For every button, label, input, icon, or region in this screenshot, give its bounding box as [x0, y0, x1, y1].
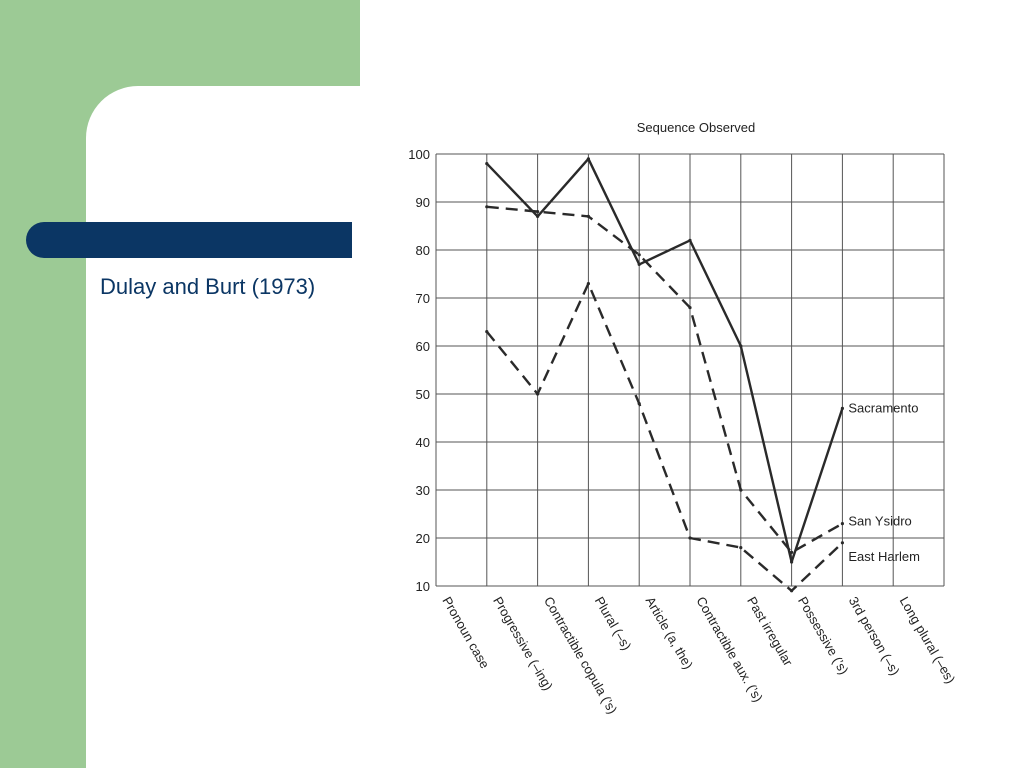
data-point [485, 330, 489, 334]
y-tick-label: 40 [416, 435, 430, 450]
series-labels: Sacramento San Ysidro East Harlem [848, 400, 920, 563]
data-point [739, 546, 743, 550]
chart-container: Sequence Observed 10 20 30 40 50 60 70 80 90 100 … [380, 108, 1000, 748]
title-accent-bar [26, 222, 352, 258]
data-point [637, 253, 641, 257]
data-point [536, 392, 540, 396]
x-tick-label: 3rd person (–s) [846, 594, 903, 678]
data-point [536, 214, 540, 218]
data-point [840, 541, 844, 545]
chart-grid [435, 153, 945, 587]
data-point [536, 210, 540, 214]
data-point [790, 589, 794, 593]
series-label: San Ysidro [848, 514, 911, 529]
slide-content-panel [86, 86, 1024, 768]
data-point [840, 406, 844, 410]
data-point [739, 488, 743, 492]
y-tick-label: 30 [416, 483, 430, 498]
data-point [790, 550, 794, 554]
data-point [485, 162, 489, 166]
y-tick-label: 100 [408, 147, 430, 162]
y-tick-label: 50 [416, 387, 430, 402]
x-tick-label: Long plural (–es) [897, 594, 959, 686]
x-tick-label: Plural (–s) [592, 594, 635, 653]
x-tick-label: Article (a, the) [643, 594, 696, 672]
data-point [637, 262, 641, 266]
slide-title: Dulay and Burt (1973) [100, 274, 316, 299]
data-point [485, 205, 489, 209]
y-tick-label: 60 [416, 339, 430, 354]
slide-green-band [0, 0, 360, 86]
data-point [688, 306, 692, 310]
data-point [586, 157, 590, 161]
data-point [688, 238, 692, 242]
data-point [840, 522, 844, 526]
slide-white-corner [360, 0, 1024, 86]
series-line-sacramento [485, 157, 844, 564]
chart-series [485, 157, 844, 593]
y-tick-label: 70 [416, 291, 430, 306]
series-label: Sacramento [848, 400, 918, 415]
data-point [739, 344, 743, 348]
chart-title: Sequence Observed [637, 120, 756, 135]
y-tick-label: 80 [416, 243, 430, 258]
series-line-san-ysidro [486, 205, 843, 554]
x-tick-label: Past irregular [744, 594, 796, 669]
sequence-chart: Sequence Observed 102030405060708090100 … [408, 120, 958, 716]
y-axis-ticks: 10 20 30 40 50 60 70 80 90 100 [408, 147, 430, 594]
x-tick-label: Pronoun case [439, 594, 492, 671]
data-point [688, 536, 692, 540]
data-point [586, 214, 590, 218]
series-label: East Harlem [848, 549, 920, 564]
y-tick-label: 10 [416, 579, 430, 594]
series-line-east-harlem [485, 282, 844, 592]
y-tick-label: 20 [416, 531, 430, 546]
data-point [790, 560, 794, 564]
data-point [586, 282, 590, 286]
x-tick-label: Possessive (’s) [795, 594, 852, 677]
data-point [637, 402, 641, 406]
y-tick-label: 90 [416, 195, 430, 210]
